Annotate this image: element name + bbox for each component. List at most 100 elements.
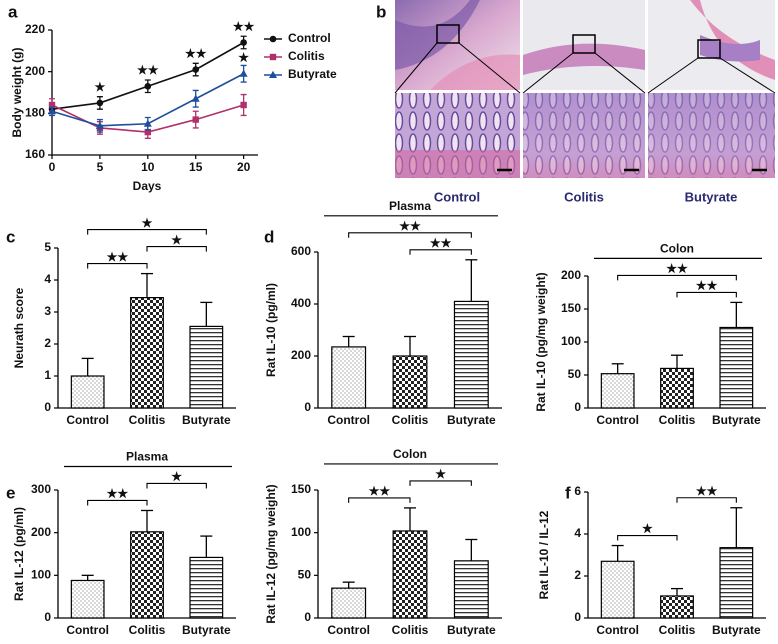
panel-letter: a	[8, 2, 18, 21]
marker	[240, 39, 247, 46]
significance-stars: ★★	[696, 484, 718, 498]
bar	[392, 355, 428, 409]
y-tick-label: 50	[568, 367, 582, 381]
y-tick-label: 3	[44, 304, 51, 318]
x-tick-label: Colitis	[659, 413, 696, 427]
y-tick-label: 200	[25, 64, 45, 78]
legend-label: Butyrate	[288, 67, 337, 81]
y-tick-label: 180	[25, 106, 45, 120]
significance-bracket	[348, 497, 411, 503]
bar	[600, 560, 635, 619]
y-tick-label: 160	[25, 147, 45, 161]
x-tick-label: Butyrate	[712, 623, 761, 637]
y-axis-label: Rat IL-12 (pg/ml)	[12, 507, 26, 601]
x-tick-label: Control	[327, 623, 370, 637]
tissue	[523, 93, 645, 178]
zoom-box	[436, 24, 460, 44]
significance-bracket	[676, 291, 737, 298]
x-tick-label: Colitis	[659, 623, 696, 637]
y-tick-label: 400	[291, 296, 311, 310]
significance-bracket	[146, 482, 207, 489]
x-tick-label: 10	[141, 160, 155, 174]
x-tick-label: Colitis	[392, 623, 429, 637]
y-tick-label: 0	[304, 610, 311, 624]
x-tick-label: Butyrate	[182, 623, 231, 637]
x-tick-label: Control	[596, 413, 639, 427]
tissue	[523, 43, 645, 75]
significance-stars: ★★	[399, 219, 421, 233]
x-axis-label: Days	[133, 179, 162, 193]
significance-stars: ★	[171, 470, 182, 484]
significance-stars: ★★	[369, 484, 391, 498]
x-tick-label: Butyrate	[447, 413, 496, 427]
x-tick-label: Colitis	[129, 623, 166, 637]
bar	[130, 297, 164, 409]
x-tick-label: 5	[97, 160, 104, 174]
tissue	[648, 93, 775, 178]
bar	[392, 530, 428, 619]
x-tick-label: Colitis	[392, 413, 429, 427]
legend-label: Colitis	[288, 49, 325, 63]
y-tick-label: 200	[31, 525, 51, 539]
zoom-box	[572, 34, 596, 54]
zoom-line	[594, 52, 646, 94]
bar	[719, 547, 754, 619]
marker	[143, 119, 152, 127]
significance-stars: ★	[142, 216, 153, 230]
significance-stars: ★★	[430, 236, 452, 250]
y-tick-label: 4	[44, 272, 51, 286]
significance-bracket	[87, 229, 207, 235]
marker	[269, 35, 277, 43]
marker	[191, 94, 200, 102]
zoom-line	[522, 52, 574, 94]
significance-bracket	[617, 535, 678, 541]
x-tick-label: Butyrate	[712, 413, 761, 427]
significance-stars: ★★	[666, 262, 688, 276]
panel-letter: c	[6, 227, 15, 246]
significance-bracket	[348, 232, 472, 238]
significance-stars: ★	[642, 522, 653, 536]
significance-stars: ★	[171, 233, 182, 247]
y-tick-label: 5	[44, 240, 51, 254]
y-tick-label: 0	[574, 400, 581, 414]
y-tick-label: 150	[291, 482, 311, 496]
marker	[192, 116, 199, 123]
y-tick-label: 0	[44, 400, 51, 414]
bar	[70, 375, 105, 409]
bar	[331, 346, 367, 409]
marker	[96, 99, 104, 107]
y-axis-label: Neurath score	[12, 287, 26, 368]
marker	[95, 121, 104, 129]
bar	[600, 373, 635, 409]
y-axis-label: Rat IL-12 (pg/mg weight)	[264, 484, 278, 623]
y-tick-label: 220	[25, 22, 45, 36]
marker	[239, 69, 248, 77]
significance-bracket	[676, 497, 737, 503]
chart-title: Plasma	[389, 199, 431, 213]
significance-bracket	[617, 274, 737, 281]
bar	[331, 587, 367, 619]
zoom-line	[719, 57, 776, 94]
y-axis-label: Body weight (g)	[10, 48, 24, 138]
y-axis-label: Rat IL-10 (pg/ml)	[264, 283, 278, 377]
y-tick-label: 4	[574, 526, 581, 540]
zoom-line	[647, 57, 699, 94]
bar	[453, 300, 489, 409]
bar	[189, 325, 224, 409]
y-tick-label: 0	[574, 610, 581, 624]
bar	[660, 367, 694, 409]
bar	[719, 326, 754, 409]
y-tick-label: 1	[44, 368, 51, 382]
x-tick-label: Control	[66, 413, 109, 427]
x-tick-label: Butyrate	[182, 413, 231, 427]
panel-letter: b	[376, 2, 386, 21]
chart-title: Colon	[393, 447, 427, 461]
y-axis-label: Rat IL-10 (pg/mg weight)	[534, 272, 548, 411]
legend-label: Control	[288, 31, 331, 45]
histology-panel: b Control Colitis Butyrate	[376, 0, 776, 204]
significance-bracket	[409, 249, 472, 255]
y-tick-label: 100	[31, 568, 51, 582]
bar	[70, 579, 105, 619]
significance-stars: ★	[435, 467, 446, 481]
y-tick-label: 2	[44, 336, 51, 350]
